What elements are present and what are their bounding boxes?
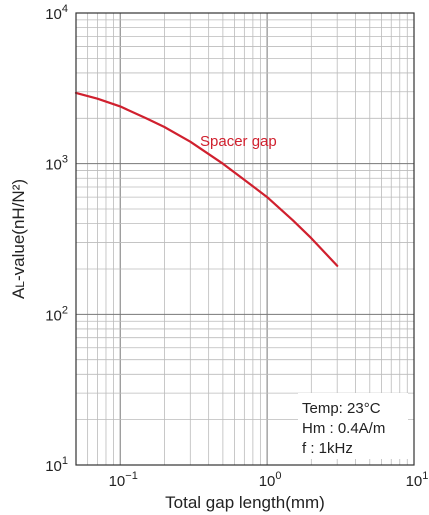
series-layer	[74, 91, 339, 267]
series-line-0	[74, 91, 339, 267]
x-tick-label: 10−1	[109, 470, 138, 490]
x-tick-label: 101	[406, 470, 429, 490]
note-hm: Hm : 0.4A/m	[302, 420, 385, 437]
y-tick-label: 102	[45, 304, 68, 324]
plot-frame	[75, 12, 415, 466]
conditions-box	[298, 393, 408, 459]
grid	[76, 13, 414, 465]
y-axis-label: AL-value(nH/N²)	[9, 179, 28, 299]
note-freq: f : 1kHz	[302, 440, 353, 457]
note-temp: Temp: 23°C	[302, 400, 381, 417]
x-tick-label: 100	[259, 470, 282, 490]
y-tick-label: 103	[45, 154, 68, 174]
plot-background	[76, 13, 414, 465]
series-label-spacer-gap: Spacer gap	[200, 133, 277, 150]
tick-labels: 10−1 100 101 101 102 103 104	[45, 3, 428, 490]
x-axis-label: Total gap length(mm)	[165, 493, 325, 512]
y-tick-label: 101	[45, 455, 68, 475]
y-tick-label: 104	[45, 3, 68, 23]
